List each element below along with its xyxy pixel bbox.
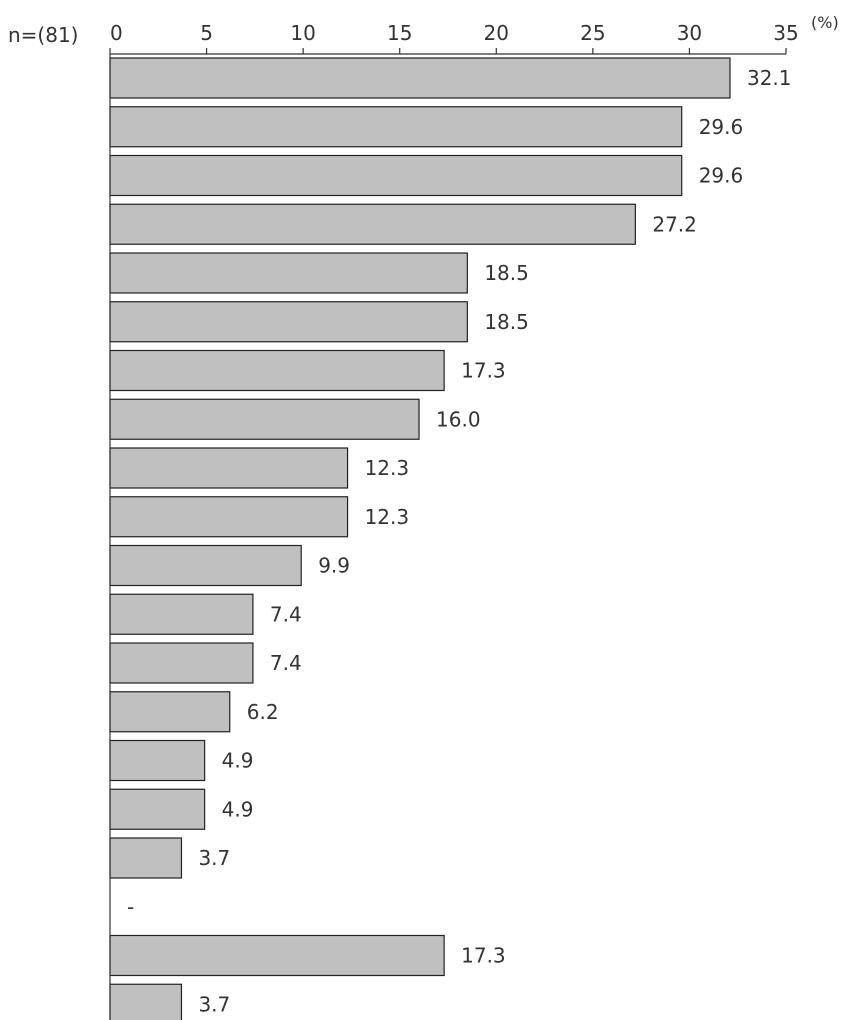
bar-value-label: 17.3: [461, 944, 506, 968]
bar-value-label: 7.4: [270, 602, 302, 626]
x-tick-label: 35: [773, 21, 798, 45]
bar: [109, 154, 683, 197]
value-labels: 32.129.629.627.218.518.517.316.012.312.3…: [127, 66, 792, 1016]
x-tick-label: 25: [580, 21, 605, 45]
bars: [109, 57, 731, 1020]
bar-value-label: 32.1: [747, 66, 792, 90]
bar: [109, 203, 636, 245]
sample-size-label: n=(81): [8, 23, 79, 47]
x-tick-label: 30: [677, 21, 702, 45]
bar-value-label: 17.3: [461, 359, 506, 383]
bar-value-label: 29.6: [699, 115, 744, 139]
bar: [109, 544, 302, 587]
x-axis-ticks: 0 5 10 15 20 25 30 35: [109, 21, 799, 54]
bar: [109, 691, 231, 733]
bar: [109, 788, 206, 830]
bar: [109, 398, 420, 440]
bar: [109, 593, 254, 635]
bar-value-label: 16.0: [436, 407, 481, 431]
x-tick-label: 5: [200, 21, 213, 45]
x-tick-label: 0: [110, 21, 123, 45]
x-tick-label: 20: [484, 21, 509, 45]
bar-value-label: 18.5: [484, 310, 529, 334]
bar-value-label: 12.3: [365, 505, 410, 529]
bar-value-label: 7.4: [270, 651, 302, 675]
bar: [109, 983, 183, 1020]
bar: [109, 642, 254, 684]
bar: [109, 106, 683, 148]
bar-value-label: 9.9: [318, 554, 350, 578]
bar: [109, 934, 445, 977]
bar-value-label: 3.7: [198, 992, 230, 1016]
x-tick-label: 15: [387, 21, 412, 45]
bar: [109, 496, 349, 538]
unit-label: (%): [811, 13, 839, 32]
bar-value-label: 6.2: [247, 700, 279, 724]
bar: [109, 837, 183, 879]
bar-value-label: 18.5: [484, 261, 529, 285]
x-tick-label: 10: [290, 21, 315, 45]
bar: [109, 252, 468, 294]
bar: [109, 57, 731, 99]
bar-value-label: 27.2: [652, 212, 697, 236]
bar: [109, 739, 206, 782]
bar: [109, 301, 468, 343]
bar: [109, 349, 445, 392]
bar-value-label: 3.7: [198, 846, 230, 870]
bar: [109, 447, 349, 489]
bar-value-label: 4.9: [222, 797, 254, 821]
bar-value-label: 12.3: [365, 456, 410, 480]
bar-value-label: -: [127, 895, 134, 919]
bar-value-label: 29.6: [699, 164, 744, 188]
bar-value-label: 4.9: [222, 749, 254, 773]
